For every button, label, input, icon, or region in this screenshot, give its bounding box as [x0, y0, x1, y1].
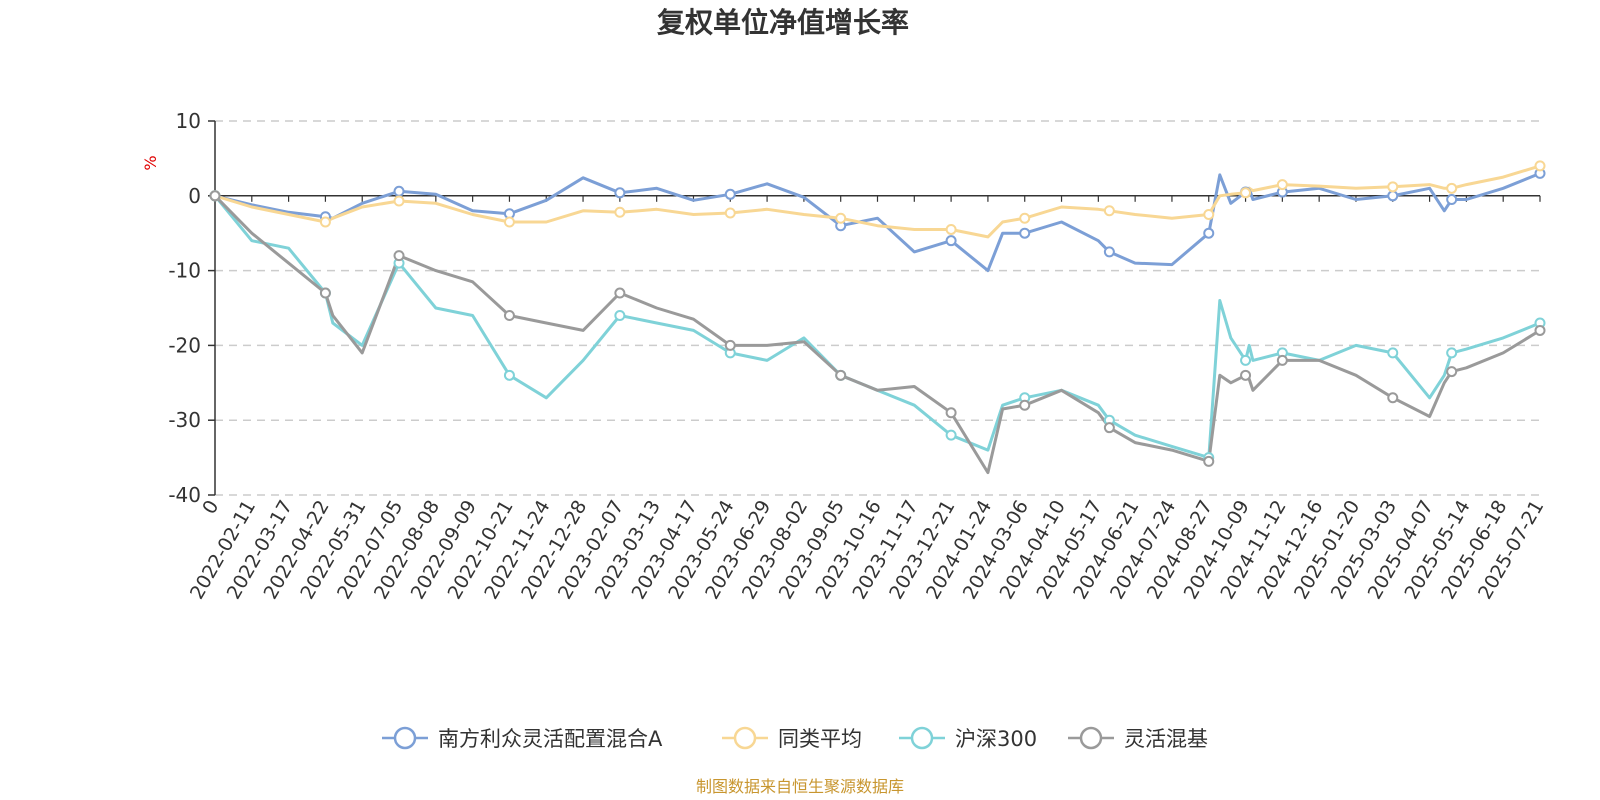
series-point-0 [614, 187, 626, 199]
series-point-3 [724, 339, 736, 351]
chart-title: 复权单位净值增长率 [657, 6, 909, 39]
x-tick-label: 0 [198, 497, 223, 518]
legend-marker-icon [910, 726, 934, 750]
y-tick-label: 0 [188, 184, 201, 208]
series-point-3 [1240, 369, 1252, 381]
series-point-3 [1387, 392, 1399, 404]
series-point-3 [503, 309, 515, 321]
series-point-0 [1019, 227, 1031, 239]
series-point-3 [319, 287, 331, 299]
legend-marker-icon [1079, 726, 1103, 750]
x-axis-ticks: 02022-02-112022-03-172022-04-222022-05-3… [186, 195, 1548, 603]
series-point-2 [614, 309, 626, 321]
series-point-1 [724, 207, 736, 219]
y-tick-label: -20 [168, 333, 201, 357]
series-line-0 [213, 171, 1542, 273]
series-point-1 [1276, 179, 1288, 191]
series-group [209, 160, 1546, 475]
series-point-1 [1534, 160, 1546, 172]
series-point-1 [1203, 209, 1215, 220]
series-point-1 [393, 195, 405, 207]
series-line-3 [213, 194, 1542, 475]
series-point-0 [945, 235, 957, 247]
series-point-0 [1203, 227, 1215, 239]
series-point-3 [1203, 455, 1215, 467]
series-point-1 [945, 223, 957, 235]
series-point-0 [1387, 190, 1399, 202]
legend-item-2[interactable]: 沪深300 [899, 726, 1037, 751]
series-point-1 [503, 216, 515, 228]
legend-label: 南方利众灵活配置混合A [438, 727, 663, 751]
series-point-1 [1103, 205, 1115, 217]
series-point-2 [503, 369, 515, 381]
y-tick-label: 10 [176, 109, 201, 133]
series-line-2 [213, 194, 1542, 460]
axes [214, 121, 1540, 495]
legend-marker-icon [393, 726, 417, 750]
y-tick-label: -40 [168, 483, 201, 507]
series-point-2 [1387, 347, 1399, 359]
series-point-3 [614, 287, 626, 299]
legend-item-3[interactable]: 灵活混基 [1068, 726, 1208, 751]
series-line-1 [213, 164, 1542, 239]
legend-label: 沪深300 [955, 727, 1037, 751]
data-source-note: 制图数据来自恒生聚源数据库 [696, 777, 904, 796]
series-point-1 [1240, 187, 1252, 199]
series-point-2 [1446, 347, 1458, 359]
legend-item-1[interactable]: 同类平均 [722, 726, 862, 751]
series-point-0 [1446, 194, 1458, 206]
series-point-1 [1387, 181, 1399, 193]
series-point-3 [1276, 354, 1288, 366]
series-point-1 [319, 216, 331, 228]
legend-label: 灵活混基 [1124, 727, 1208, 751]
series-point-3 [209, 190, 221, 202]
y-axis-unit: % [141, 155, 160, 170]
series-point-3 [945, 407, 957, 419]
y-tick-label: -10 [168, 259, 201, 283]
series-point-3 [1019, 399, 1031, 411]
series-point-3 [835, 369, 847, 381]
series-point-0 [1103, 246, 1115, 258]
series-point-0 [393, 185, 405, 197]
y-tick-label: -30 [168, 408, 201, 432]
series-point-3 [393, 250, 405, 262]
series-point-3 [1446, 366, 1458, 378]
legend-label: 同类平均 [778, 727, 862, 751]
series-point-1 [1446, 182, 1458, 194]
y-axis-ticks: 10 0 -10 -20 -30 -40 [168, 109, 215, 507]
series-point-0 [724, 188, 736, 200]
series-point-3 [1103, 422, 1115, 434]
series-point-3 [1534, 324, 1546, 336]
legend-marker-icon [733, 726, 757, 750]
grid-lines [215, 120, 1540, 496]
legend[interactable]: 南方利众灵活配置混合A 同类平均 沪深300 灵活混基 [382, 726, 1208, 751]
legend-item-0[interactable]: 南方利众灵活配置混合A [382, 726, 663, 751]
series-point-2 [1240, 354, 1252, 366]
series-point-1 [835, 212, 847, 224]
series-point-1 [1019, 212, 1031, 224]
series-point-2 [945, 429, 957, 441]
series-point-1 [614, 206, 626, 218]
